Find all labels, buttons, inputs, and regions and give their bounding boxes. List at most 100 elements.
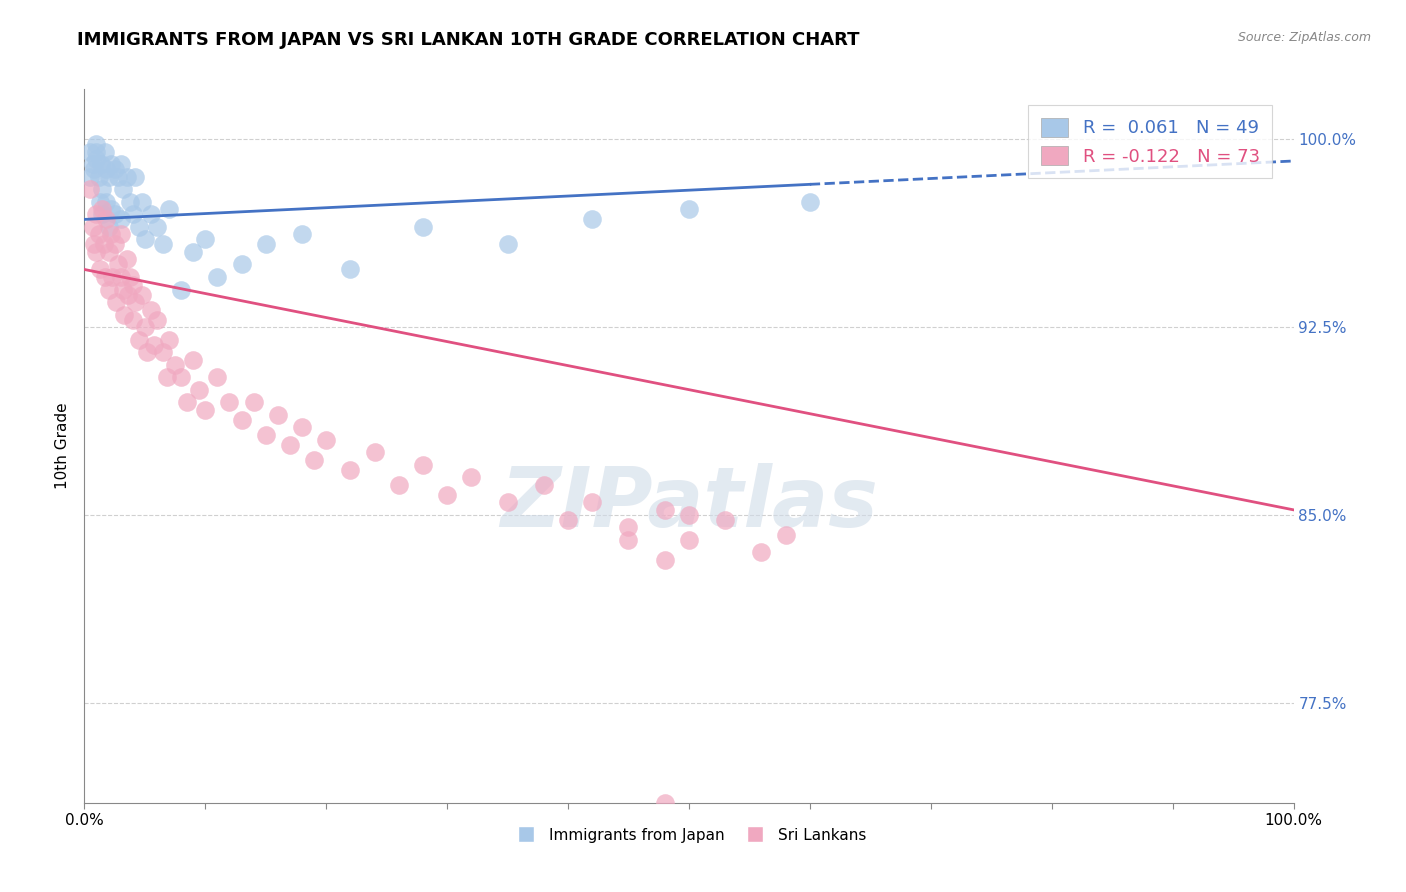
Point [83, 162, 105, 177]
Point [363, 445, 385, 459]
Point [581, 212, 603, 227]
Point [218, 395, 240, 409]
Point [100, 157, 122, 171]
Point [412, 219, 434, 234]
Point [157, 202, 180, 217]
Point [79, 182, 101, 196]
Point [120, 194, 142, 209]
Point [94, 212, 117, 227]
Point [654, 796, 676, 810]
Point [110, 227, 132, 242]
Point [128, 219, 150, 234]
Point [799, 194, 821, 209]
Point [533, 478, 555, 492]
Point [207, 270, 229, 285]
Point [496, 237, 519, 252]
Text: Source: ZipAtlas.com: Source: ZipAtlas.com [1237, 31, 1371, 45]
Point [79, 169, 101, 184]
Point [101, 270, 124, 285]
Point [152, 345, 174, 359]
Point [254, 237, 277, 252]
Point [110, 270, 132, 285]
Point [134, 232, 156, 246]
Point [121, 207, 143, 221]
Point [339, 262, 361, 277]
Point [678, 202, 700, 217]
Point [581, 495, 603, 509]
Point [267, 408, 290, 422]
Point [176, 395, 198, 409]
Point [94, 194, 117, 209]
Point [231, 257, 253, 271]
Legend: Immigrants from Japan, Sri Lankans: Immigrants from Japan, Sri Lankans [505, 822, 873, 848]
Point [100, 227, 122, 242]
Point [117, 287, 139, 301]
Text: IMMIGRANTS FROM JAPAN VS SRI LANKAN 10TH GRADE CORRELATION CHART: IMMIGRANTS FROM JAPAN VS SRI LANKAN 10TH… [77, 31, 860, 49]
Point [104, 207, 127, 221]
Point [302, 452, 325, 467]
Point [107, 257, 129, 271]
Y-axis label: 10th Grade: 10th Grade [55, 402, 70, 490]
Point [207, 370, 229, 384]
Point [460, 470, 482, 484]
Point [496, 495, 519, 509]
Point [291, 420, 314, 434]
Point [134, 320, 156, 334]
Point [128, 333, 150, 347]
Point [388, 478, 411, 492]
Point [110, 212, 132, 227]
Point [165, 358, 187, 372]
Point [654, 503, 676, 517]
Point [93, 237, 115, 252]
Point [146, 219, 169, 234]
Point [146, 312, 169, 326]
Point [107, 169, 129, 184]
Point [557, 513, 579, 527]
Point [104, 237, 127, 252]
Point [82, 157, 104, 171]
Point [97, 283, 120, 297]
Point [112, 283, 135, 297]
Point [143, 337, 166, 351]
Point [315, 433, 337, 447]
Point [87, 227, 110, 242]
Point [94, 162, 117, 177]
Point [157, 333, 180, 347]
Point [97, 244, 120, 259]
Point [86, 207, 108, 221]
Point [181, 352, 204, 367]
Text: ZIPatlas: ZIPatlas [501, 463, 877, 543]
Point [181, 244, 204, 259]
Point [79, 145, 101, 159]
Point [120, 270, 142, 285]
Point [91, 182, 114, 196]
Point [112, 182, 135, 196]
Point [124, 169, 146, 184]
Point [97, 219, 120, 234]
Point [678, 533, 700, 547]
Point [136, 345, 159, 359]
Point [104, 162, 127, 177]
Point [94, 270, 117, 285]
Point [714, 513, 737, 527]
Point [775, 528, 797, 542]
Point [242, 395, 264, 409]
Point [124, 295, 146, 310]
Point [170, 370, 193, 384]
Point [654, 553, 676, 567]
Point [91, 202, 114, 217]
Point [86, 145, 108, 159]
Point [97, 169, 120, 184]
Point [121, 277, 143, 292]
Point [121, 312, 143, 326]
Point [131, 287, 153, 301]
Point [291, 227, 314, 242]
Point [617, 533, 640, 547]
Point [104, 295, 127, 310]
Point [139, 207, 162, 221]
Point [89, 262, 111, 277]
Point [110, 157, 132, 171]
Point [751, 545, 773, 559]
Point [86, 137, 108, 152]
Point [170, 283, 193, 297]
